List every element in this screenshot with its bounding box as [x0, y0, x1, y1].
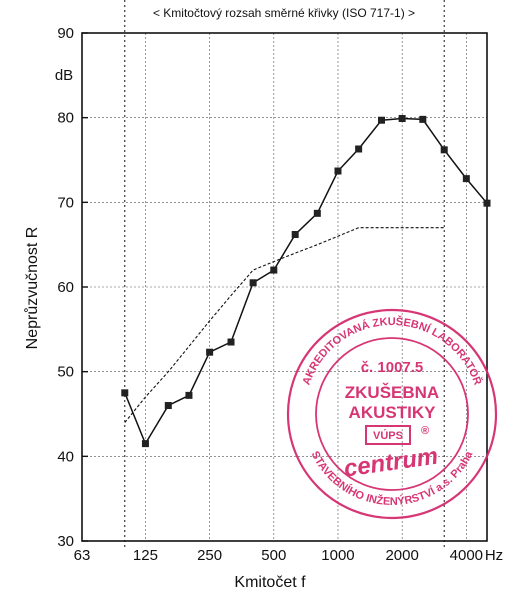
x-tick-label: 63: [74, 547, 91, 564]
data-point-marker: [313, 209, 321, 217]
plot-frame: [81, 32, 488, 542]
x-axis-title: Kmitočet f: [234, 574, 306, 591]
data-point-marker: [419, 115, 427, 123]
data-point-marker: [440, 146, 448, 154]
data-point-marker: [355, 145, 363, 153]
data-point-marker: [185, 391, 193, 399]
data-point-marker: [141, 440, 149, 448]
stamp-line2: AKUSTIKY: [349, 403, 437, 422]
data-point-marker: [121, 389, 129, 397]
data-point-marker: [270, 266, 278, 274]
data-point-marker: [377, 116, 385, 124]
data-point-marker: [227, 338, 235, 346]
stamp-line1: ZKUŠEBNA: [345, 383, 439, 402]
vups-logo: VÚPS: [365, 425, 411, 445]
data-point-marker: [249, 279, 257, 287]
stamp-reg: ®: [421, 425, 429, 437]
data-point-marker: [462, 175, 470, 183]
data-point-marker: [398, 115, 406, 123]
reference-curve: [124, 227, 445, 423]
y-tick-label: 40: [57, 448, 74, 465]
data-point-marker: [334, 167, 342, 175]
series-markers: [121, 115, 491, 448]
y-tick-label: 80: [57, 110, 74, 127]
y-axis-title: Neprůzvučnost R: [23, 227, 41, 350]
range-bounds: [124, 0, 445, 547]
x-tick-label: 250: [197, 547, 222, 564]
data-point-marker: [164, 402, 172, 410]
y-tick-label: 60: [57, 279, 74, 296]
x-tick-label: 500: [261, 547, 286, 564]
x-tick-labels: 63 125 250 500 1000 2000 4000: [74, 547, 483, 564]
stamp-inner-ring: [315, 337, 469, 491]
x-tick-label: 125: [133, 547, 158, 564]
stamp-number: č. 1007.5: [361, 359, 424, 376]
y-tick-label: 90: [57, 25, 74, 42]
data-point-marker: [483, 199, 491, 207]
laboratory-stamp: AKREDITOVANÁ ZKUŠEBNÍ LABORATOŘ STAVEBNÍ…: [286, 308, 498, 520]
y-unit-label: dB: [55, 67, 73, 84]
y-tick-label: 30: [57, 533, 74, 550]
x-unit-label: Hz: [485, 547, 503, 564]
y-tick-labels: 30 40 50 60 70 80 90: [57, 25, 74, 550]
svg-text:VÚPS: VÚPS: [373, 429, 403, 442]
data-point-marker: [291, 231, 299, 239]
range-label: < Kmitočtový rozsah směrné křivky (ISO 7…: [153, 6, 415, 20]
x-tick-label: 1000: [321, 547, 354, 564]
data-point-marker: [206, 348, 214, 356]
x-tick-label: 2000: [385, 547, 418, 564]
stamp-outer-ring: [286, 308, 498, 520]
x-tick-label: 4000: [450, 547, 483, 564]
stamp-brand: centrum: [342, 443, 440, 483]
y-tick-label: 50: [57, 364, 74, 381]
y-tick-label: 70: [57, 194, 74, 211]
